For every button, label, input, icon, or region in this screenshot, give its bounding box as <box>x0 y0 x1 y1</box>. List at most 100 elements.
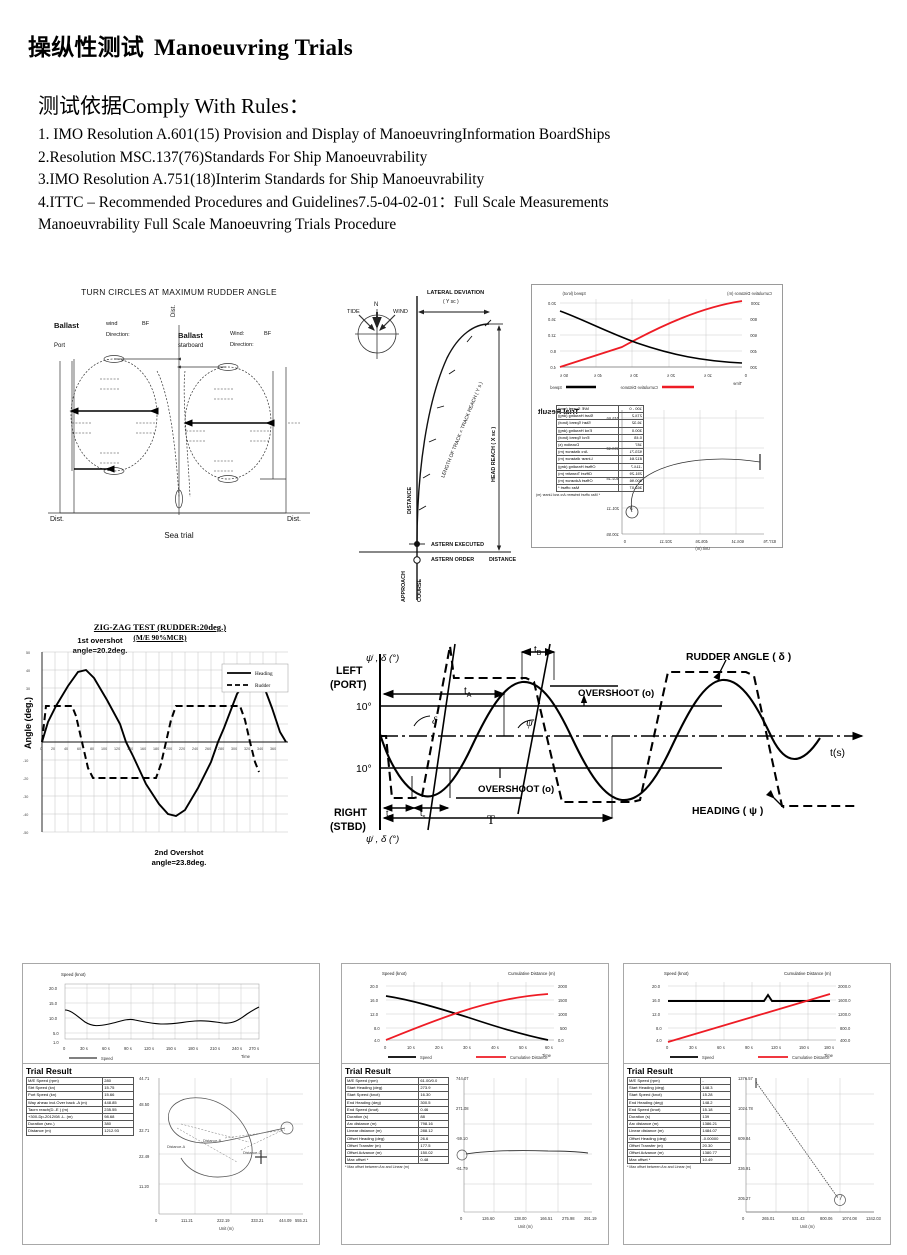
svg-text:744.07: 744.07 <box>456 1076 469 1081</box>
trial-row-key: Strt Speed (kn) <box>25 1084 104 1093</box>
svg-text:12.0: 12.0 <box>370 1012 379 1017</box>
trial-row-value: 187 <box>618 441 644 449</box>
turn-circles-title: TURN CIRCLES AT MAXIMUM RUDDER ANGLE <box>81 287 277 297</box>
svg-text:200: 200 <box>166 747 172 751</box>
svg-text:2000.0: 2000.0 <box>838 984 851 989</box>
trial-row-value: 1484.07 <box>700 1127 731 1136</box>
trial-row-value: 380 <box>102 1120 134 1129</box>
table-row: Offset Transfer (m) 20.30 <box>626 1141 731 1151</box>
svg-text:10 s: 10 s <box>407 1045 415 1050</box>
svg-text:Unit (m): Unit (m) <box>518 1224 533 1229</box>
trial-row-key: Offset Heading (deg) <box>626 1134 702 1143</box>
theory-heading: HEADING ( ψ ) <box>692 806 763 817</box>
svg-text:500: 500 <box>560 1026 568 1031</box>
svg-text:320: 320 <box>244 747 250 751</box>
speed-track-plot: 1376.57 1024.78 609.84 336.91 205.27 0 265.… <box>738 1076 882 1229</box>
rules-heading: 测试依据Comply With Rules： <box>38 90 878 120</box>
figure-zigzag-theory: ψ̇ , δ (°) ψ̇ , δ (°) t(s) LEFT (PORT) R… <box>322 616 888 845</box>
crash-report-body: Trial Result M/E Speed (rpm) 61.00/0.0 Sta… <box>342 1064 608 1244</box>
trial-row-value: 1380.77 <box>700 1149 731 1158</box>
table-row: 187 Duration (s) <box>556 441 644 449</box>
rules-heading-en: Comply With Rules： <box>122 94 310 118</box>
trial-row-key: M/E Speed (rpm) <box>626 1076 702 1086</box>
svg-text:20.0: 20.0 <box>370 984 379 989</box>
svg-text:4.0: 4.0 <box>374 1038 380 1043</box>
table-row: Offset Advance (m) 1380.77 <box>626 1149 731 1158</box>
svg-text:30 s: 30 s <box>630 373 638 378</box>
trial-row-key: End Heading (deg) <box>344 1098 420 1107</box>
svg-text:0: 0 <box>384 1045 387 1050</box>
speed-chart-box: Speed (knot) Cumulative Distance (m) 20.… <box>624 964 890 1064</box>
trial-row-value: 0.48 <box>418 1156 449 1165</box>
svg-text:240: 240 <box>192 747 198 751</box>
trial-row-value: 300.5 <box>418 1098 449 1107</box>
trial-row-key: Way aheac incl.Over back -A (m) <box>25 1098 104 1107</box>
table-row: 16.32 Start Speed (knot) <box>556 419 644 428</box>
svg-text:Cumulative Distance: Cumulative Distance <box>510 1055 548 1060</box>
svg-text:40: 40 <box>64 747 68 751</box>
theory-y-axis-top: ψ̇ , δ (°) <box>366 653 399 664</box>
turn-trial-table: M/E Speed (rpm) 280 Strt Speed (kn) 15.75 Po… <box>25 1076 134 1136</box>
figure-stopping-test: N TIDE WIND LATERAL DEVIATION ( Y <box>343 282 519 609</box>
tc-dist-left: Dist. <box>50 516 64 523</box>
svg-text:0: 0 <box>623 539 626 544</box>
table-row: 0.45 End Speed (knot) <box>556 434 644 442</box>
svg-text:140: 140 <box>127 747 133 751</box>
svg-text:1024.78: 1024.78 <box>738 1106 754 1111</box>
svg-text:Heading: Heading <box>255 671 273 677</box>
rule-item: 1. IMO Resolution A.601(15) Provision an… <box>38 126 611 143</box>
tc-left-direction: Direction: <box>106 332 130 338</box>
svg-text:400.0: 400.0 <box>840 1038 851 1043</box>
svg-text:275.98: 275.98 <box>562 1216 575 1221</box>
svg-text:10: 10 <box>26 723 30 727</box>
trial-row-key: +300-Dp-2012/08 -L. (m) <box>25 1113 104 1122</box>
report-crash-stop: Speed (knot) Cumulative Distance (m) 20.… <box>341 963 609 1245</box>
svg-text:0: 0 <box>40 747 42 751</box>
svg-text:TIDE: TIDE <box>347 309 360 315</box>
speed-report-title: Trial Result <box>627 1066 673 1076</box>
svg-text:1200.0: 1200.0 <box>838 1012 851 1017</box>
trial-row-key: Offset Advance (m) <box>344 1149 420 1158</box>
svg-text:360: 360 <box>270 747 276 751</box>
trial-row-key: Max offset * <box>344 1156 420 1165</box>
turn-speed-chart: Speed (knot) 20.015.0 10.05.0 1.0 0 30 s … <box>49 972 260 1061</box>
svg-text:1500: 1500 <box>558 998 568 1003</box>
turn-track-plot: Distance-A Distance-B Distance-C 44.71 48… <box>139 1076 308 1231</box>
table-row: 812.64 Linear distance (m) <box>556 455 644 464</box>
svg-text:20.0: 20.0 <box>652 984 661 989</box>
zigzag-theory-diagram: ψ̇ , δ (°) ψ̇ , δ (°) t(s) LEFT (PORT) R… <box>330 643 864 845</box>
trial-row-value: 100 - 0 <box>618 405 644 413</box>
svg-text:Speed (knot): Speed (knot) <box>61 972 86 977</box>
zigzag-title-line2: (M/E 90%MCR) <box>133 633 187 642</box>
svg-text:Speed: Speed <box>549 385 562 390</box>
svg-text:2000: 2000 <box>558 984 568 989</box>
svg-text:N: N <box>374 302 378 308</box>
trial-row-key: Distance (m) <box>25 1127 104 1136</box>
distance-y-label: DISTANCE <box>407 486 413 514</box>
trial-row-value: - <box>700 1076 731 1086</box>
svg-text:Cumulative Distance (m): Cumulative Distance (m) <box>727 291 772 296</box>
trial-row-value: 500.96 <box>618 477 644 485</box>
svg-text:-10: -10 <box>23 759 28 763</box>
svg-text:1000: 1000 <box>750 301 760 306</box>
svg-text:90 s: 90 s <box>745 1045 753 1050</box>
tc-left-condition: Ballast <box>54 321 79 330</box>
svg-text:Rudder: Rudder <box>255 683 271 689</box>
svg-text:100.55: 100.55 <box>606 532 619 537</box>
svg-text:1000: 1000 <box>558 1012 568 1017</box>
trial-row-key: Offset Transfer (m) <box>344 1141 420 1151</box>
svg-text:205.27: 205.27 <box>738 1196 751 1201</box>
table-row: Duration (s) 88 <box>344 1113 449 1122</box>
trial-row-key: Duration (s) <box>626 1113 702 1122</box>
rule-item: 4.ITTC – Recommended Procedures and Guid… <box>38 193 609 211</box>
table-row: M/E Speed (rpm) - <box>626 1076 731 1086</box>
svg-text:300: 300 <box>231 747 237 751</box>
table-row: Linear distance (m) 1484.07 <box>626 1127 731 1136</box>
svg-text:600: 600 <box>749 333 757 338</box>
svg-text:138.00: 138.00 <box>514 1216 527 1221</box>
theory-y-axis-bottom: ψ̇ , δ (°) <box>366 834 399 844</box>
approach-label: APPROACH <box>401 571 407 602</box>
table-row: End Heading (deg) 148.2 <box>626 1098 731 1107</box>
table-row: +300-Dp-2012/08 -L. (m) 98.68 <box>25 1113 134 1122</box>
theory-overshoot-lower: OVERSHOOT (o) <box>478 784 554 795</box>
